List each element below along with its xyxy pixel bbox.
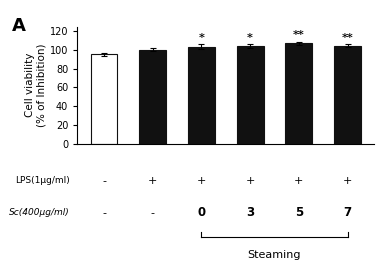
Bar (188, 47, 215, 144)
Text: -: - (102, 176, 106, 186)
Text: +: + (343, 176, 352, 186)
Text: 7: 7 (344, 206, 352, 219)
Text: -: - (102, 208, 106, 218)
Text: A: A (12, 17, 26, 35)
Text: **: ** (342, 32, 354, 43)
Text: +: + (197, 176, 206, 186)
Text: -: - (151, 208, 155, 218)
Text: LPS(1μg/ml): LPS(1μg/ml) (15, 176, 69, 185)
Text: +: + (245, 176, 255, 186)
Text: Steaming: Steaming (248, 250, 301, 260)
Text: 3: 3 (246, 206, 254, 219)
Text: Sc(400μg/ml): Sc(400μg/ml) (9, 208, 69, 217)
Text: +: + (294, 176, 303, 186)
Text: 0: 0 (197, 206, 205, 219)
Bar (237, 46, 264, 144)
Bar (286, 43, 312, 144)
Bar (139, 49, 166, 144)
Text: +: + (148, 176, 157, 186)
Bar (334, 46, 361, 144)
Text: 5: 5 (295, 206, 303, 219)
Text: **: ** (293, 29, 305, 40)
Bar (91, 54, 117, 144)
Text: *: * (247, 32, 253, 43)
Y-axis label: Cell viability
(% of Inhibition): Cell viability (% of Inhibition) (25, 43, 47, 127)
Text: *: * (198, 32, 205, 43)
